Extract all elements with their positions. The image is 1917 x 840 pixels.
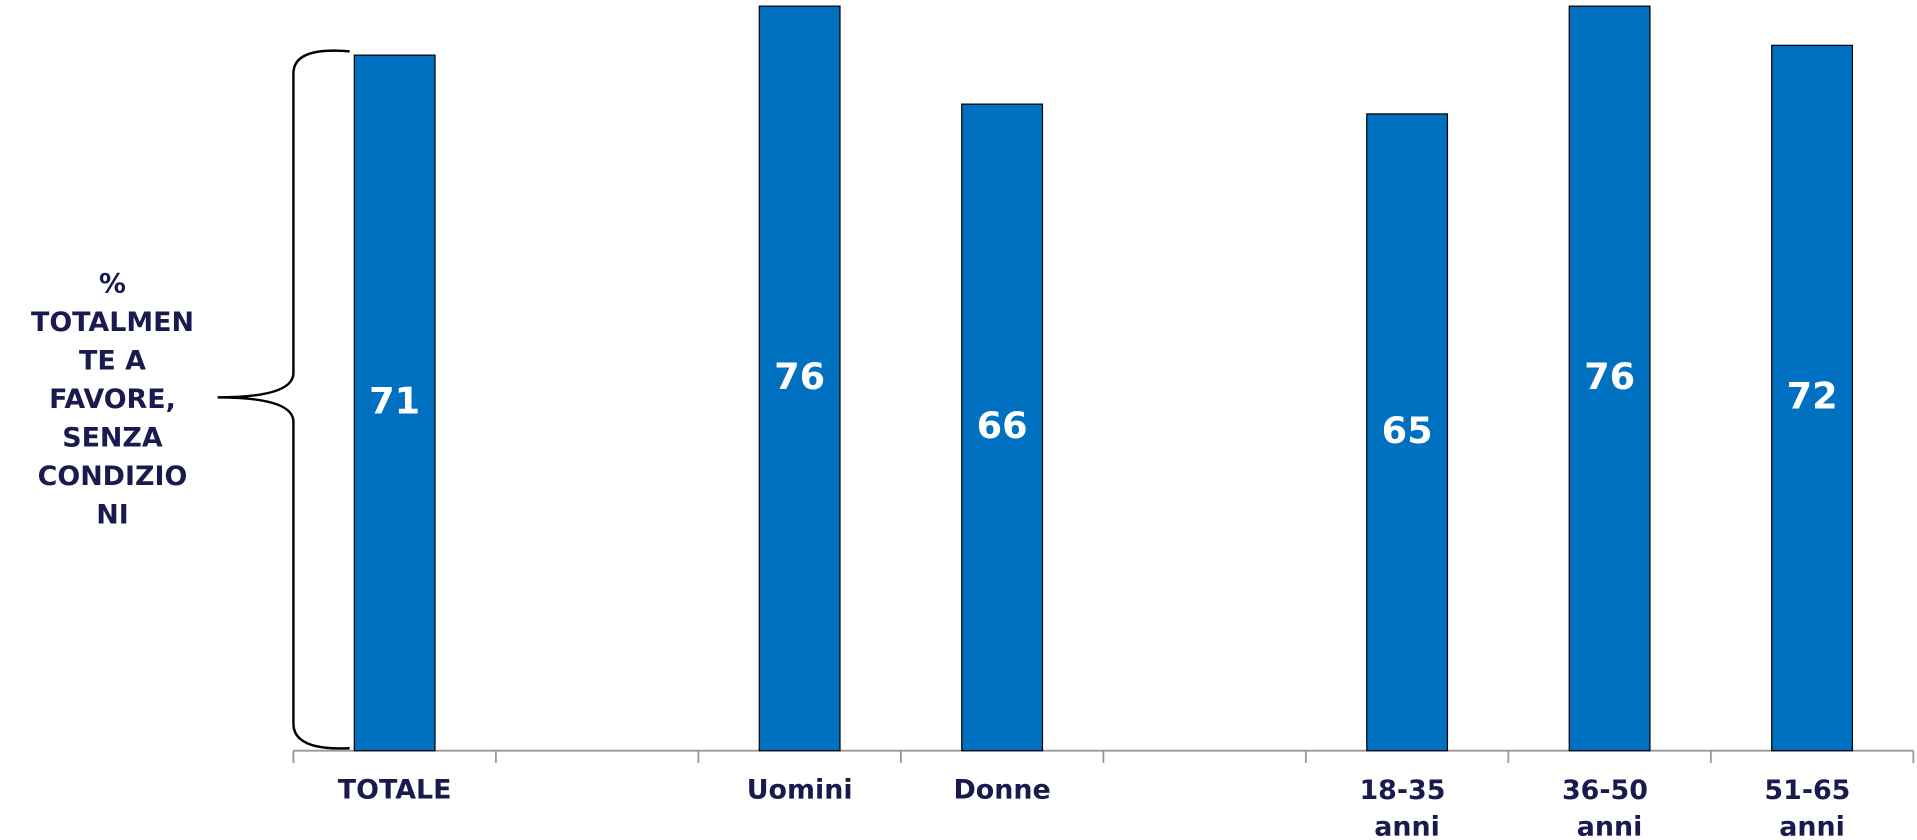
x-tick-label-line: anni	[1374, 811, 1440, 840]
x-tick-label-line: 36-50	[1562, 775, 1657, 806]
value-label: 71	[369, 379, 420, 422]
x-tick-label: 18-35 anni	[1359, 775, 1454, 840]
y-axis-label: SENZA	[62, 422, 163, 453]
value-label: 76	[774, 355, 825, 398]
x-tick-label-line: 18-35	[1359, 775, 1454, 806]
bar	[1771, 44, 1854, 752]
y-axis-label: TE A	[79, 345, 146, 376]
y-axis-label: CONDIZIO	[38, 461, 188, 492]
value-label: 66	[977, 404, 1028, 447]
bar	[1366, 113, 1449, 752]
bar	[758, 5, 841, 752]
x-tick-label-line: anni	[1577, 811, 1643, 840]
x-tick-label-line: 51-65	[1764, 775, 1859, 806]
x-tick-label: Uomini	[747, 775, 853, 806]
y-axis-label: %	[99, 268, 126, 299]
x-tick-label-line: anni	[1779, 811, 1845, 840]
x-tick-label: TOTALE	[338, 775, 452, 806]
y-axis-label: TOTALMEN	[31, 307, 194, 338]
value-label: 76	[1584, 355, 1635, 398]
bar	[961, 103, 1044, 752]
x-tick-label: 51-65 anni	[1764, 775, 1859, 840]
bar	[1568, 5, 1651, 752]
value-label: 65	[1382, 409, 1433, 452]
y-axis-label: FAVORE,	[49, 384, 176, 415]
brace	[217, 49, 350, 750]
y-axis-label: NI	[96, 499, 129, 530]
value-label: 72	[1787, 375, 1838, 418]
bar	[353, 54, 436, 752]
x-tick-label: 36-50 anni	[1562, 775, 1657, 840]
x-tick-label: Donne	[953, 775, 1050, 806]
